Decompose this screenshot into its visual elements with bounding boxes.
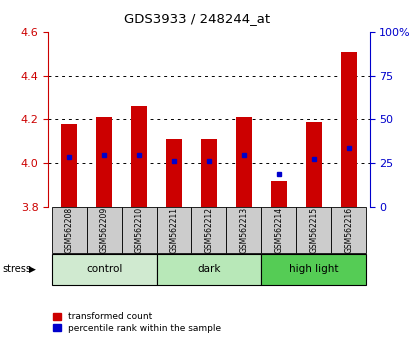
Text: GSM562210: GSM562210	[134, 207, 144, 253]
Text: ▶: ▶	[29, 265, 35, 274]
Text: GSM562215: GSM562215	[309, 207, 318, 253]
Text: stress: stress	[2, 264, 31, 274]
Bar	[131, 106, 147, 207]
Bar	[87, 207, 122, 253]
Bar	[122, 207, 157, 253]
Bar	[96, 117, 112, 207]
Bar	[201, 139, 217, 207]
Bar	[157, 207, 192, 253]
Text: GSM562208: GSM562208	[65, 207, 74, 253]
Bar	[331, 207, 366, 253]
Text: GSM562216: GSM562216	[344, 207, 353, 253]
Bar	[296, 207, 331, 253]
Text: GDS3933 / 248244_at: GDS3933 / 248244_at	[124, 12, 270, 25]
Text: control: control	[86, 264, 122, 274]
Bar	[157, 254, 261, 285]
Text: GSM562214: GSM562214	[274, 207, 284, 253]
Bar	[236, 117, 252, 207]
Bar	[52, 254, 157, 285]
Bar	[61, 124, 77, 207]
Text: GSM562212: GSM562212	[205, 207, 213, 253]
Bar	[261, 207, 296, 253]
Bar	[271, 181, 287, 207]
Text: dark: dark	[197, 264, 220, 274]
Bar	[341, 52, 357, 207]
Text: high light: high light	[289, 264, 339, 274]
Legend: transformed count, percentile rank within the sample: transformed count, percentile rank withi…	[53, 313, 221, 333]
Bar	[166, 139, 182, 207]
Text: GSM562211: GSM562211	[170, 207, 178, 253]
Bar	[261, 254, 366, 285]
Text: GSM562213: GSM562213	[239, 207, 248, 253]
Bar	[226, 207, 261, 253]
Bar	[306, 122, 322, 207]
Text: GSM562209: GSM562209	[100, 207, 109, 253]
Bar	[192, 207, 226, 253]
Bar	[52, 207, 87, 253]
